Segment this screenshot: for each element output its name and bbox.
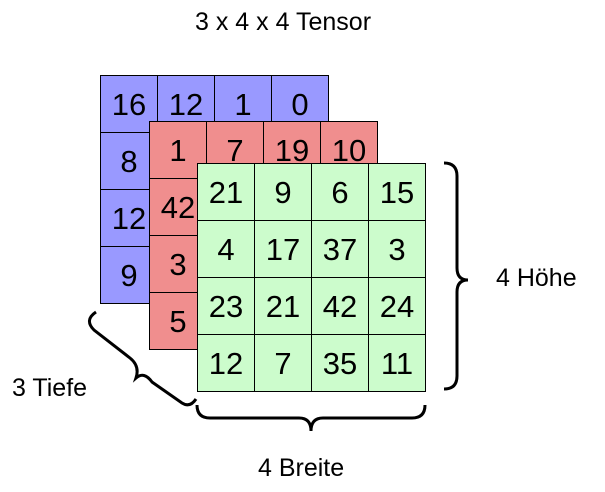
tensor-cell: 11 [369,335,426,392]
width-brace [195,404,427,432]
tensor-cell: 6 [312,164,369,221]
tensor-cell: 42 [150,179,207,236]
tensor-cell: 8 [101,133,158,190]
tensor-cell: 23 [198,278,255,335]
tensor-cell: 7 [255,335,312,392]
diagram-title: 3 x 4 x 4 Tensor [195,8,372,36]
tensor-cell: 24 [369,278,426,335]
tensor-cell: 9 [255,164,312,221]
tensor-cell: 12 [101,190,158,247]
height-brace [443,161,469,391]
tensor-cell: 37 [312,221,369,278]
tensor-cell: 21 [255,278,312,335]
tensor-cell: 17 [255,221,312,278]
depth-brace [88,310,198,407]
tensor-cell: 15 [369,164,426,221]
tensor-layer-front: 21 9 6 15 4 17 37 3 23 21 42 24 12 7 35 11 [197,163,426,392]
height-label: 4 Höhe [496,264,577,292]
tensor-cell: 12 [198,335,255,392]
tensor-cell: 4 [198,221,255,278]
width-label: 4 Breite [258,454,345,482]
depth-label: 3 Tiefe [12,374,88,402]
tensor-cell: 35 [312,335,369,392]
tensor-cell: 1 [150,122,207,179]
tensor-cell: 16 [101,76,158,133]
tensor-cell: 21 [198,164,255,221]
tensor-cell: 3 [369,221,426,278]
tensor-cell: 42 [312,278,369,335]
